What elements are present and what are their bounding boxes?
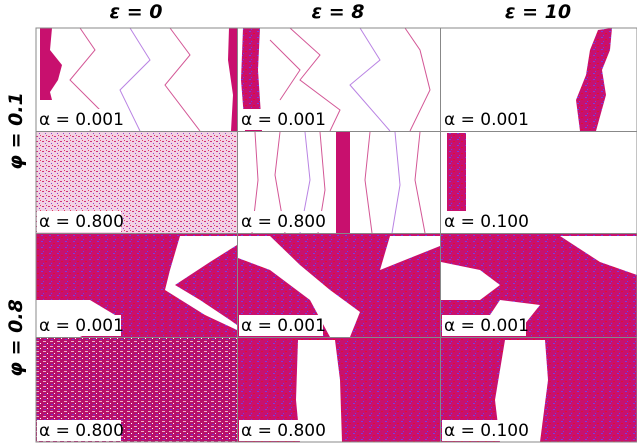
panel-label: α = 0.001 — [444, 110, 529, 130]
row-header: φ = 0.8 — [5, 299, 27, 377]
panel-label: α = 0.800 — [39, 421, 124, 441]
row-header: φ = 0.1 — [5, 92, 27, 170]
panel-label: α = 0.100 — [444, 212, 529, 232]
panel-label: α = 0.001 — [241, 316, 326, 336]
column-header: ε = 10 — [505, 1, 571, 23]
panel-label: α = 0.800 — [241, 421, 326, 441]
column-header: ε = 8 — [312, 1, 365, 23]
panel-label: α = 0.800 — [241, 212, 326, 232]
column-header: ε = 0 — [110, 1, 163, 23]
panel-label: α = 0.800 — [39, 212, 124, 232]
figure: ε = 0 ε = 8 ε = 10 φ = 0.1 φ = 0.8 — [0, 0, 637, 445]
panel-label: α = 0.100 — [444, 421, 529, 441]
panel-label: α = 0.001 — [39, 110, 124, 130]
panel-label: α = 0.001 — [241, 110, 326, 130]
panel-label: α = 0.001 — [39, 316, 124, 336]
panel-label: α = 0.001 — [444, 316, 529, 336]
